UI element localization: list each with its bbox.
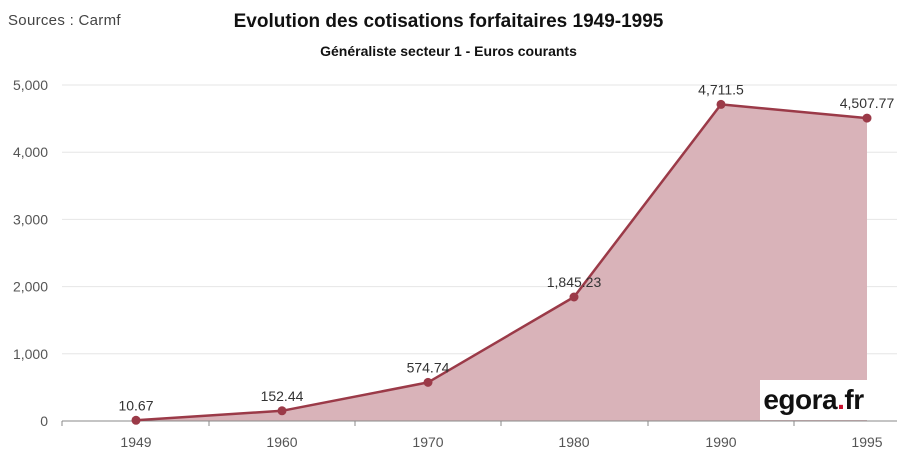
chart-subtitle: Généraliste secteur 1 - Euros courants: [320, 43, 577, 59]
data-label: 152.44: [261, 388, 304, 404]
data-point: [131, 415, 141, 425]
chart-title: Evolution des cotisations forfaitaires 1…: [233, 11, 664, 32]
data-point: [569, 292, 579, 302]
data-point: [862, 113, 872, 123]
x-tick-label: 1980: [558, 434, 589, 450]
x-tick-label: 1970: [412, 434, 443, 450]
y-tick-label: 0: [40, 413, 48, 429]
series-line: [135, 103, 868, 422]
data-label: 574.74: [407, 359, 450, 375]
logo-text-fr: fr: [844, 384, 864, 415]
source-note: Sources : Carmf: [8, 12, 121, 29]
data-point: [423, 377, 433, 387]
egora-logo: egora. fr: [760, 380, 867, 420]
x-tick-label: 1990: [705, 434, 736, 450]
data-label: 10.67: [118, 397, 153, 413]
data-label: 1,845.23: [547, 274, 602, 290]
y-tick-label: 2,000: [13, 279, 48, 295]
data-point: [277, 406, 287, 416]
y-tick-label: 3,000: [13, 211, 48, 227]
x-tick-label: 1960: [266, 434, 297, 450]
area-fill: [136, 104, 867, 422]
logo-text-dot: .: [837, 384, 845, 415]
x-tick-label: 1995: [851, 434, 882, 450]
logo-text-egora: egora: [763, 384, 838, 415]
y-tick-label: 1,000: [13, 346, 48, 362]
y-tick-label: 5,000: [13, 77, 48, 93]
y-tick-label: 4,000: [13, 144, 48, 160]
data-point: [716, 99, 726, 109]
data-label: 4,507.77: [840, 95, 895, 111]
data-label: 4,711.5: [698, 81, 744, 97]
x-tick-label: 1949: [120, 434, 151, 450]
